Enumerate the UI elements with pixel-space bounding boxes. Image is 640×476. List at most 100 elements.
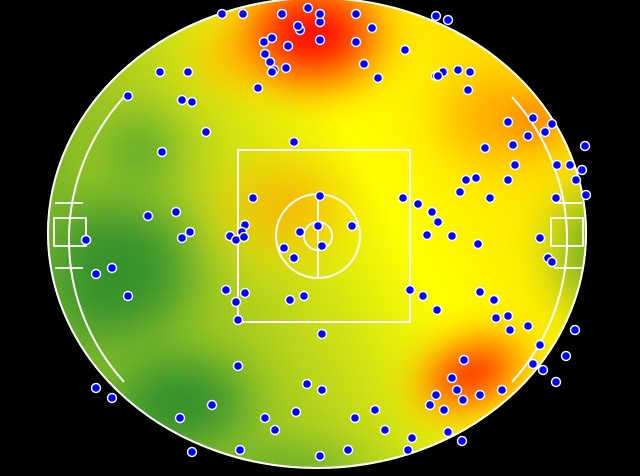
scatter-point: [316, 328, 328, 340]
scatter-point: [122, 290, 134, 302]
scatter-point: [186, 446, 198, 458]
scatter-point: [266, 66, 278, 78]
scatter-point: [462, 84, 474, 96]
scatter-point: [431, 304, 443, 316]
scatter-point: [502, 174, 514, 186]
scatter-point: [90, 268, 102, 280]
scatter-point: [284, 294, 296, 306]
scatter-point: [432, 216, 444, 228]
scatter-point: [379, 424, 391, 436]
scatter-point: [496, 384, 508, 396]
scatter-point: [509, 159, 521, 171]
scatter-point: [358, 58, 370, 70]
scatter-point: [247, 192, 259, 204]
scatter-point: [438, 404, 450, 416]
scatter-point: [397, 192, 409, 204]
scatter-point: [522, 130, 534, 142]
scatter-point: [527, 112, 539, 124]
scatter-point: [232, 360, 244, 372]
scatter-point: [421, 229, 433, 241]
scatter-point: [570, 174, 582, 186]
scatter-point: [80, 234, 92, 246]
scatter-point: [546, 118, 558, 130]
scatter-point: [170, 206, 182, 218]
scatter-point: [458, 354, 470, 366]
scatter-point: [276, 8, 288, 20]
scatter-point: [576, 164, 588, 176]
scatter-point: [442, 14, 454, 26]
scatter-point: [366, 22, 378, 34]
scatter-point: [550, 192, 562, 204]
scatter-point: [184, 226, 196, 238]
scatter-point: [294, 226, 306, 238]
scatter-point: [402, 444, 414, 456]
scatter-point: [106, 262, 118, 274]
scatter-point: [404, 284, 416, 296]
scatter-point: [430, 10, 442, 22]
scatter-point: [470, 172, 482, 184]
scatter-point: [527, 358, 539, 370]
scatter-point: [464, 66, 476, 78]
scatter-point: [399, 44, 411, 56]
left-goal-square: [53, 217, 87, 247]
scatter-point: [280, 62, 292, 74]
scatter-point: [484, 192, 496, 204]
right-goal-square: [550, 217, 584, 247]
scatter-point: [569, 324, 581, 336]
scatter-point: [316, 384, 328, 396]
scatter-point: [456, 435, 468, 447]
scatter-point: [550, 376, 562, 388]
scatter-point: [174, 412, 186, 424]
scatter-point: [206, 399, 218, 411]
scatter-point: [579, 140, 591, 152]
scatter-point: [176, 94, 188, 106]
scatter-point: [372, 72, 384, 84]
scatter-point: [182, 66, 194, 78]
scatter-point: [142, 210, 154, 222]
scatter-point: [342, 444, 354, 456]
scatter-point: [522, 320, 534, 332]
scatter-point: [474, 389, 486, 401]
scatter-point: [292, 20, 304, 32]
scatter-point: [417, 290, 429, 302]
scatter-point: [472, 238, 484, 250]
scatter-point: [426, 206, 438, 218]
scatter-point: [537, 364, 549, 376]
scatter-point: [452, 64, 464, 76]
scatter-point: [186, 96, 198, 108]
scatter-point: [176, 232, 188, 244]
scatter-point: [507, 139, 519, 151]
scatter-point: [350, 36, 362, 48]
scatter-point: [302, 2, 314, 14]
scatter-point: [424, 399, 436, 411]
scatter-point: [314, 8, 326, 20]
scatter-point: [232, 314, 244, 326]
scatter-point: [314, 450, 326, 462]
scatter-point: [546, 256, 558, 268]
scatter-point: [252, 82, 264, 94]
scatter-point: [156, 146, 168, 158]
scatter-point: [551, 159, 563, 171]
scatter-point: [282, 40, 294, 52]
scatter-point: [349, 412, 361, 424]
scatter-point: [238, 231, 250, 243]
scatter-point: [539, 126, 551, 138]
scatter-point: [259, 48, 271, 60]
scatter-point: [534, 232, 546, 244]
scatter-point: [502, 310, 514, 322]
scatter-point: [446, 372, 458, 384]
scatter-point: [301, 378, 313, 390]
scatter-point: [474, 286, 486, 298]
scatter-point: [314, 190, 326, 202]
scatter-point: [288, 252, 300, 264]
scatter-point: [369, 404, 381, 416]
scatter-point: [290, 406, 302, 418]
scatter-point: [479, 142, 491, 154]
left-50m-arc: [67, 96, 125, 383]
scatter-point: [90, 382, 102, 394]
boundary-ellipse: [47, 0, 587, 469]
scatter-point: [220, 284, 232, 296]
scatter-point: [298, 290, 310, 302]
